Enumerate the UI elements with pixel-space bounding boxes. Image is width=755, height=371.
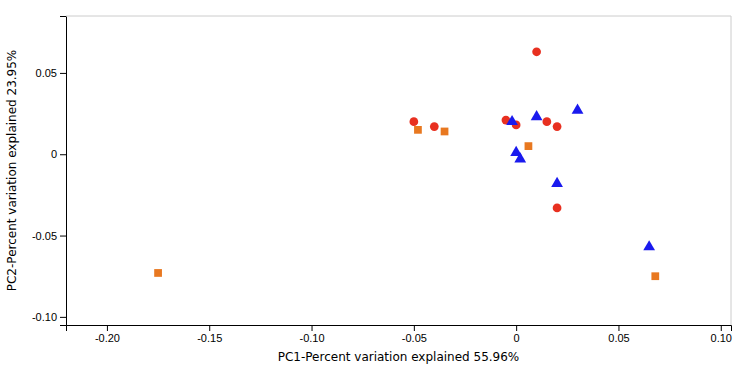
y-axis-tick-label: -0.10 — [32, 311, 57, 323]
point — [553, 204, 562, 213]
y-axis-tick: -0.05 — [32, 230, 66, 242]
x-axis-tick-mark — [209, 325, 210, 331]
point — [551, 177, 563, 187]
x-axis-tick-label: -0.10 — [299, 332, 324, 344]
x-axis-tick-label: 0.05 — [608, 332, 629, 344]
point — [414, 126, 422, 134]
series — [409, 47, 561, 212]
point — [572, 104, 584, 114]
x-axis-tick-label: 0.10 — [711, 332, 732, 344]
point — [531, 110, 543, 120]
x-axis-tick-label: 0 — [514, 332, 520, 344]
x-axis-tick: -0.15 — [197, 325, 222, 344]
point — [532, 47, 541, 56]
point — [542, 117, 551, 126]
x-axis-tick-label: -0.15 — [197, 332, 222, 344]
point — [525, 142, 533, 150]
y-axis-tick-label: -0.05 — [32, 230, 57, 242]
y-axis-domain — [60, 17, 67, 326]
frame — [731, 16, 732, 325]
point — [506, 115, 518, 125]
x-axis-tick: 0.05 — [608, 325, 629, 344]
y-axis: -0.10 -0.05 0 0.05 — [32, 17, 67, 326]
x-axis-tick-mark — [516, 325, 517, 331]
x-axis-tick-mark — [721, 325, 722, 331]
x-axis-tick-mark — [312, 325, 313, 331]
y-axis-tick: 0.05 — [36, 67, 66, 79]
point — [651, 272, 659, 280]
point — [643, 240, 655, 250]
series — [154, 126, 659, 280]
points — [154, 47, 659, 280]
x-axis-tick: 0.10 — [711, 325, 732, 344]
y-axis-tick-label: 0.05 — [36, 67, 57, 79]
y-axis-tick-mark — [60, 73, 66, 74]
y-axis-tick-mark — [60, 154, 66, 155]
y-axis-tick: -0.10 — [32, 311, 66, 323]
y-axis-tick-label: 0 — [51, 148, 57, 160]
point — [553, 122, 562, 131]
x-axis-tick: -0.20 — [95, 325, 120, 344]
series — [506, 104, 655, 251]
y-axis-tick-mark — [60, 236, 66, 237]
y-axis-tick: 0 — [51, 148, 66, 160]
y-axis-tick-mark — [60, 317, 66, 318]
point — [154, 269, 162, 277]
point — [430, 122, 439, 131]
x-axis-tick: 0 — [514, 325, 520, 344]
x-axis-tick-label: -0.05 — [402, 332, 427, 344]
point — [514, 152, 526, 162]
chart: -0.20 -0.15 -0.10 -0.05 0 0.05 0.10 -0.10 -0.05 0… — [0, 0, 755, 371]
x-axis-tick-mark — [414, 325, 415, 331]
x-axis-title: PC1-Percent variation explained 55.96% — [278, 350, 520, 364]
x-axis-tick: -0.05 — [402, 325, 427, 344]
x-axis-tick-mark — [618, 325, 619, 331]
x-axis-tick-mark — [107, 325, 108, 331]
x-axis-tick-label: -0.20 — [95, 332, 120, 344]
x-axis: -0.20 -0.15 -0.10 -0.05 0 0.05 0.10 — [67, 325, 732, 344]
point — [409, 117, 418, 126]
x-axis-domain — [67, 326, 732, 332]
plot: -0.20 -0.15 -0.10 -0.05 0 0.05 0.10 -0.10 -0.05 0… — [32, 16, 732, 344]
y-axis-title: PC2-Percent variation explained 23.95% — [5, 50, 19, 292]
point — [441, 128, 449, 136]
x-axis-tick: -0.10 — [299, 325, 324, 344]
frame — [66, 16, 731, 17]
